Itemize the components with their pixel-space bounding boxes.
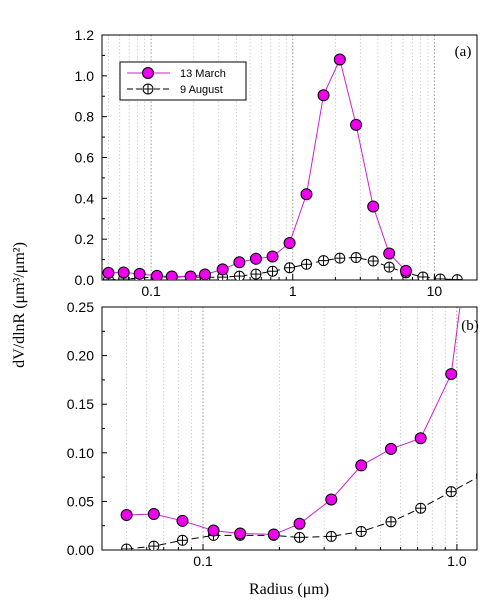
data-point xyxy=(445,368,458,381)
data-point xyxy=(434,273,446,280)
data-point xyxy=(417,271,429,280)
data-point xyxy=(355,459,368,472)
data-point xyxy=(150,269,163,280)
data-point xyxy=(176,534,188,546)
x-tick-label: 1 xyxy=(289,283,297,299)
y-axis-label: dV/dlnR (μm³/μm²) xyxy=(11,242,28,368)
grid xyxy=(126,307,458,550)
data-point xyxy=(234,527,247,540)
data-point xyxy=(384,442,397,455)
y-tick-label: 1.2 xyxy=(75,27,95,43)
series xyxy=(120,136,487,541)
data-point xyxy=(355,526,367,538)
data-point xyxy=(399,264,412,277)
plot-area xyxy=(120,136,487,550)
plot-area xyxy=(102,53,463,280)
data-point xyxy=(284,262,296,274)
legend-label: 13 March xyxy=(180,68,226,80)
data-point xyxy=(333,53,346,66)
y-tick-label: 1.0 xyxy=(75,68,95,84)
data-point xyxy=(267,265,279,277)
data-point xyxy=(165,270,178,280)
y-tick-label: 0.20 xyxy=(67,348,94,364)
legend-entry: 13 March xyxy=(127,67,226,80)
series-line xyxy=(108,256,458,280)
data-point xyxy=(317,89,330,102)
data-point xyxy=(267,528,280,541)
data-point xyxy=(176,514,189,527)
grid xyxy=(108,35,435,280)
x-tick-label: 10 xyxy=(427,283,443,299)
x-tick-label: 0.1 xyxy=(193,553,213,569)
data-point xyxy=(233,270,245,280)
marker-circle xyxy=(476,471,477,479)
data-point xyxy=(476,471,477,479)
data-point xyxy=(283,237,296,250)
data-point xyxy=(367,255,379,267)
data-point xyxy=(249,252,262,265)
data-point xyxy=(451,274,463,280)
legend-entry: 9 August xyxy=(127,83,223,96)
legend: 13 March 9 August xyxy=(119,61,247,101)
x-axis: 0.1 1.0 xyxy=(126,544,467,569)
data-point xyxy=(383,247,396,260)
data-point xyxy=(414,432,427,445)
data-point xyxy=(325,493,338,506)
panel-a: 0.1 1 10 0.0 0.2 0.4 0.6 0.8 1.0 1.2 (a) 13 March 9 … xyxy=(75,27,478,299)
data-point xyxy=(334,252,346,264)
y-tick-label: 0.0 xyxy=(75,272,95,288)
data-point xyxy=(120,509,133,522)
x-tick-label: 1.0 xyxy=(447,553,467,569)
data-point xyxy=(133,267,146,280)
data-point xyxy=(102,266,115,279)
series xyxy=(121,471,477,550)
y-tick-label: 0.05 xyxy=(67,493,94,509)
data-point xyxy=(117,266,130,279)
y-tick-label: 0.00 xyxy=(67,542,94,558)
y-tick-label: 0.2 xyxy=(75,231,95,247)
data-point xyxy=(198,268,211,280)
data-point xyxy=(147,508,160,521)
data-point xyxy=(325,530,337,542)
data-point xyxy=(300,258,312,270)
data-point xyxy=(445,486,457,498)
data-point xyxy=(207,524,220,537)
y-axis: 0.00 0.05 0.10 0.15 0.20 0.25 xyxy=(67,299,107,558)
data-point xyxy=(294,531,306,543)
data-point xyxy=(350,252,362,264)
data-point xyxy=(350,118,363,131)
data-point xyxy=(476,136,487,147)
data-point xyxy=(216,263,229,276)
data-point xyxy=(266,250,279,263)
data-point xyxy=(383,261,395,273)
y-tick-label: 0.8 xyxy=(75,109,95,125)
data-point xyxy=(293,517,306,530)
data-point xyxy=(300,188,313,201)
legend-label: 9 August xyxy=(180,84,223,96)
x-axis-label: Radius (μm) xyxy=(249,581,329,598)
panel-b: 0.1 1.0 0.00 0.05 0.10 0.15 0.20 0.25 (b) xyxy=(67,136,487,569)
data-point xyxy=(250,268,262,280)
data-point xyxy=(385,516,397,528)
legend-box xyxy=(119,61,247,101)
data-point xyxy=(184,270,197,280)
series xyxy=(102,53,412,280)
y-tick-label: 0.25 xyxy=(67,299,94,315)
legend-marker xyxy=(142,67,154,79)
data-point xyxy=(367,200,380,213)
x-tick-label: 0.1 xyxy=(141,283,161,299)
data-point xyxy=(121,543,133,550)
y-tick-label: 0.15 xyxy=(67,396,94,412)
data-point xyxy=(148,540,160,550)
y-axis: 0.0 0.2 0.4 0.6 0.8 1.0 1.2 xyxy=(75,27,107,288)
data-point xyxy=(415,502,427,514)
y-tick-label: 0.10 xyxy=(67,445,94,461)
data-point xyxy=(233,256,246,269)
y-tick-label: 0.6 xyxy=(75,150,95,166)
panel-label: (a) xyxy=(455,44,472,60)
y-tick-label: 0.4 xyxy=(75,190,95,206)
data-point xyxy=(318,255,330,267)
panel-label: (b) xyxy=(461,318,479,334)
